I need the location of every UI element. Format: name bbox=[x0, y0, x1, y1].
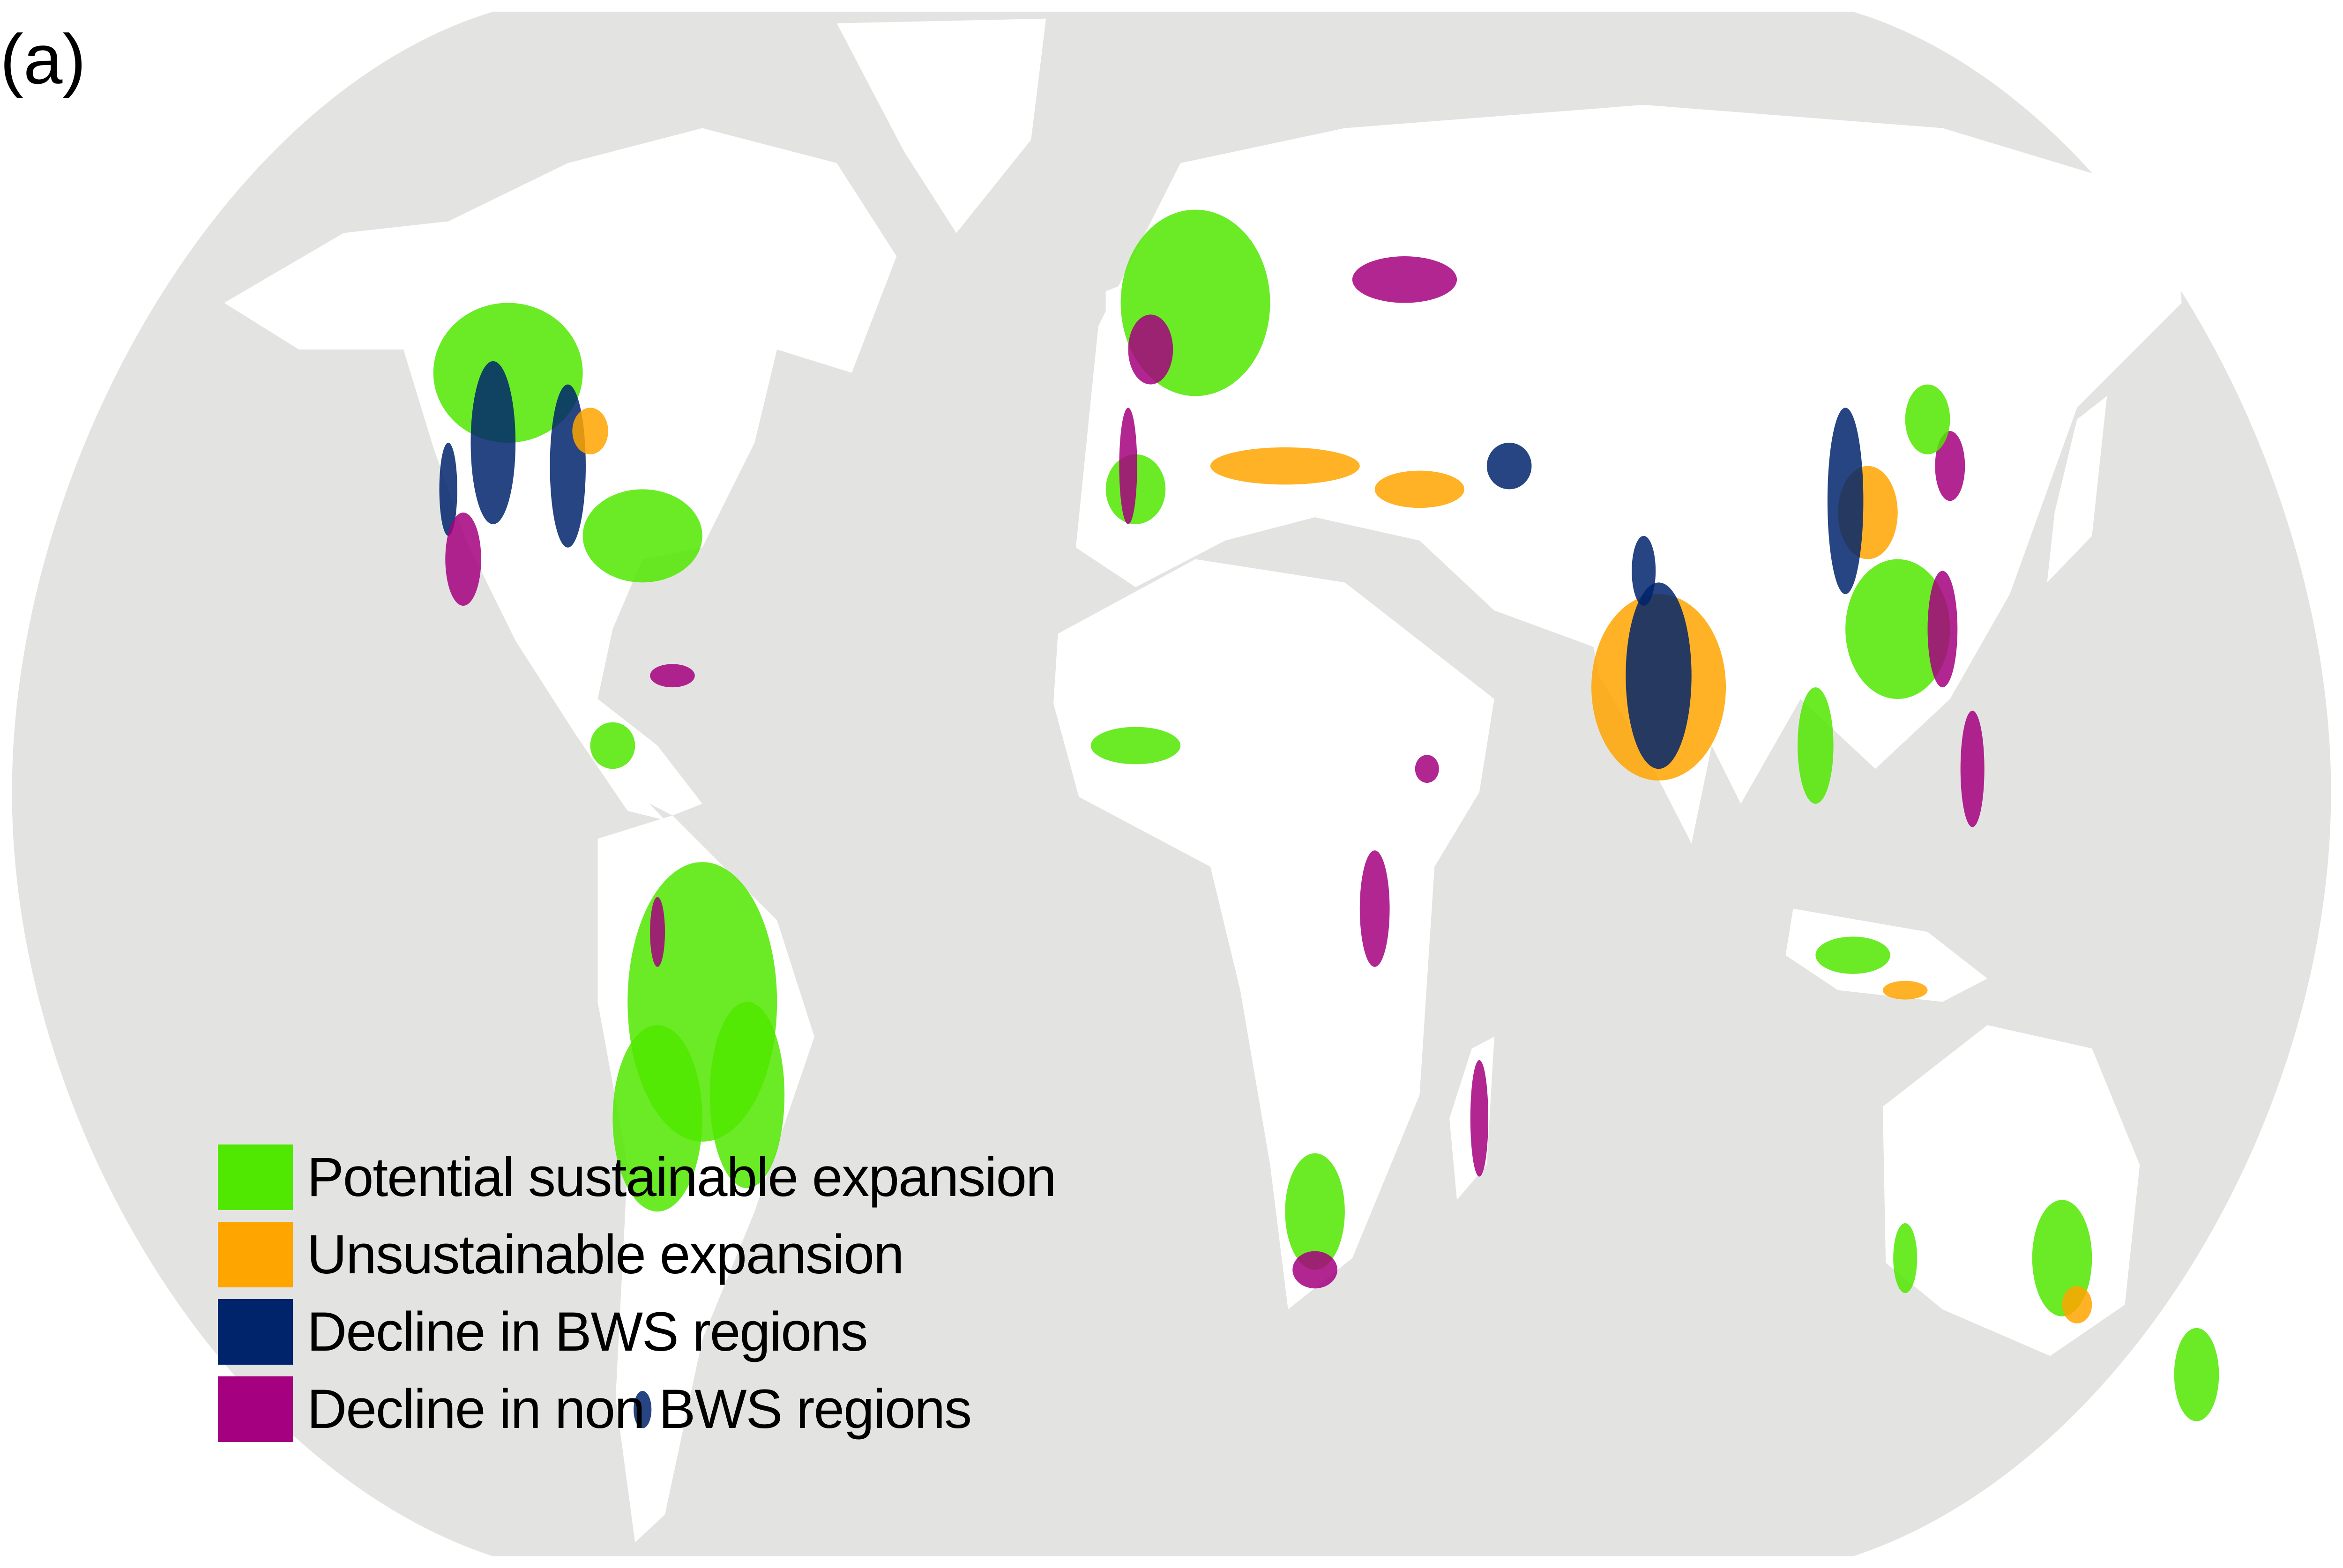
region-unsustainable-expansion bbox=[1882, 981, 1928, 1000]
region-decline-non-bws bbox=[445, 513, 481, 606]
region-potential-sustainable-expansion bbox=[612, 1025, 702, 1212]
region-potential-sustainable-expansion bbox=[1090, 727, 1181, 765]
region-potential-sustainable-expansion bbox=[1815, 936, 1890, 974]
region-decline-non-bws bbox=[1359, 850, 1390, 967]
region-unsustainable-expansion bbox=[2062, 1286, 2092, 1323]
region-potential-sustainable-expansion bbox=[1285, 1153, 1345, 1270]
region-decline-bws bbox=[1486, 442, 1532, 490]
region-unsustainable-expansion bbox=[572, 408, 608, 454]
legend-item-unsustainable: Unsustainable expansion bbox=[218, 1216, 1056, 1293]
region-decline-bws bbox=[634, 1391, 652, 1428]
region-decline-bws bbox=[439, 442, 457, 536]
region-decline-non-bws bbox=[1352, 256, 1457, 303]
region-potential-sustainable-expansion bbox=[1798, 687, 1834, 804]
legend-item-decline-bws: Decline in BWS regions bbox=[218, 1293, 1056, 1370]
region-decline-non-bws bbox=[1128, 314, 1173, 385]
region-potential-sustainable-expansion bbox=[582, 489, 702, 583]
region-decline-non-bws bbox=[650, 664, 695, 688]
legend-label: Decline in BWS regions bbox=[307, 1300, 868, 1363]
legend-swatch bbox=[218, 1299, 293, 1365]
region-unsustainable-expansion bbox=[1210, 447, 1360, 485]
region-potential-sustainable-expansion bbox=[433, 303, 583, 443]
region-decline-non-bws bbox=[1470, 1060, 1489, 1177]
region-decline-non-bws bbox=[650, 897, 665, 967]
legend-swatch bbox=[218, 1144, 293, 1210]
region-potential-sustainable-expansion bbox=[709, 1002, 785, 1189]
land-japan bbox=[2047, 396, 2107, 583]
region-decline-non-bws bbox=[1960, 710, 1985, 827]
region-unsustainable-expansion bbox=[1374, 470, 1464, 508]
region-decline-bws bbox=[470, 361, 516, 524]
region-decline-bws bbox=[1626, 582, 1692, 769]
region-potential-sustainable-expansion bbox=[1905, 384, 1950, 454]
legend-label: Decline in non BWS regions bbox=[307, 1378, 972, 1440]
legend-label: Potential sustainable expansion bbox=[307, 1146, 1057, 1208]
region-potential-sustainable-expansion bbox=[1845, 559, 1950, 699]
region-potential-sustainable-expansion bbox=[590, 722, 635, 769]
region-decline-non-bws bbox=[1935, 431, 1965, 501]
region-decline-bws bbox=[1632, 535, 1656, 606]
legend: Potential sustainable expansion Unsustai… bbox=[218, 1138, 1057, 1448]
cropland-change-layer bbox=[433, 209, 2219, 1428]
legend-label: Unsustainable expansion bbox=[307, 1223, 904, 1286]
region-decline-non-bws bbox=[1119, 408, 1137, 524]
legend-swatch bbox=[218, 1376, 293, 1442]
panel-label: (a) bbox=[0, 20, 86, 98]
land-greenland bbox=[836, 18, 1046, 233]
region-potential-sustainable-expansion bbox=[1893, 1223, 1918, 1293]
legend-item-sustainable: Potential sustainable expansion bbox=[218, 1138, 1057, 1216]
region-decline-non-bws bbox=[1927, 571, 1958, 688]
region-decline-non-bws bbox=[1292, 1251, 1337, 1289]
legend-item-decline-non-bws: Decline in non BWS regions bbox=[218, 1370, 1056, 1448]
legend-swatch bbox=[218, 1221, 293, 1287]
region-decline-bws bbox=[550, 384, 586, 548]
region-potential-sustainable-expansion bbox=[2174, 1328, 2219, 1421]
region-decline-bws bbox=[1827, 408, 1864, 595]
region-decline-non-bws bbox=[1415, 755, 1439, 783]
